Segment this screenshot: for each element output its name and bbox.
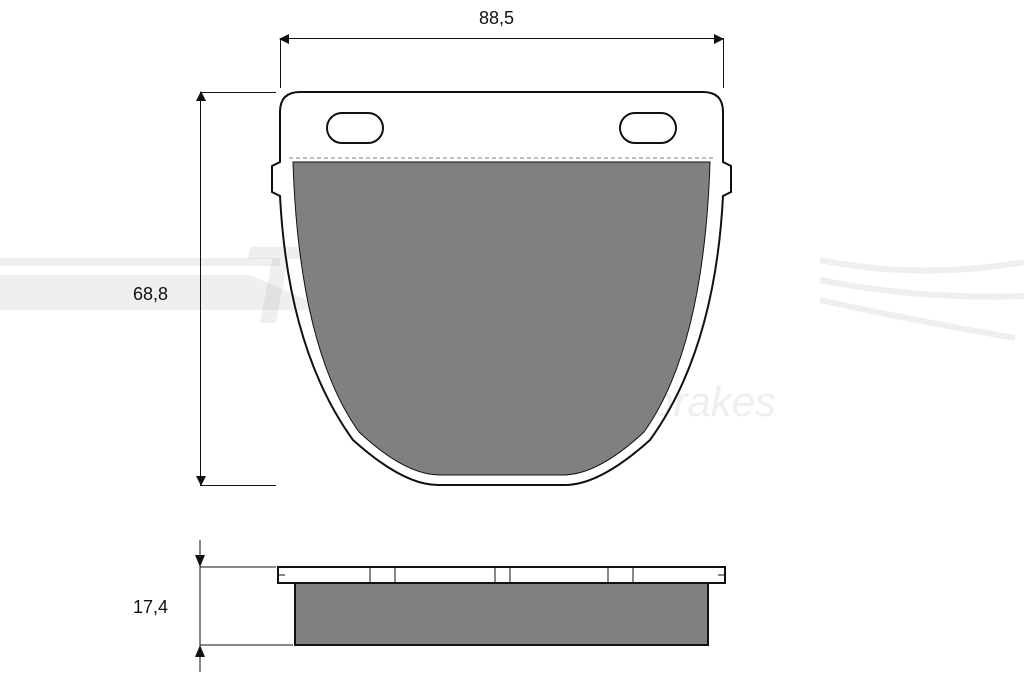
drawing-canvas: TOMEX brakes 88,5 68,8 xyxy=(0,0,1024,683)
dim-thickness-arrows xyxy=(0,0,1024,683)
